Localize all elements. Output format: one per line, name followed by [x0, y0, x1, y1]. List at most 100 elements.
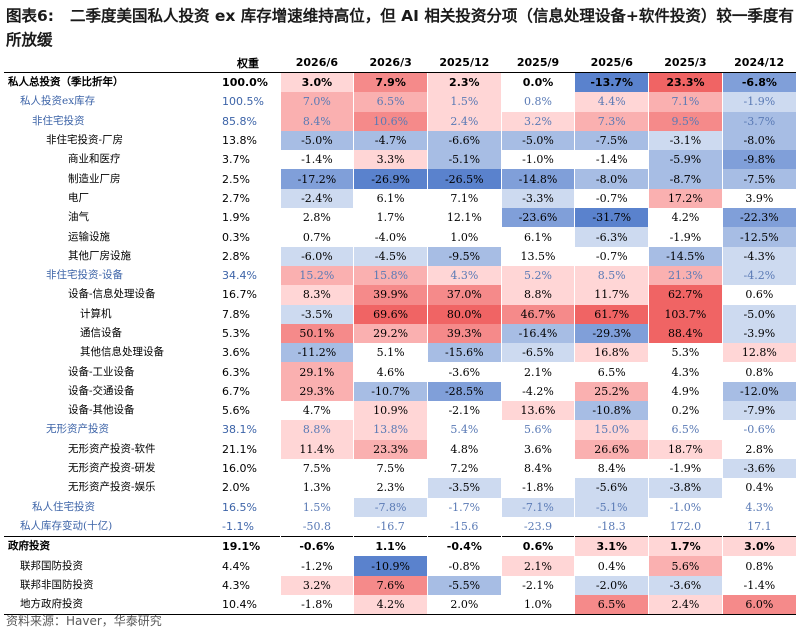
header-2025-12: 2025/12	[427, 53, 502, 73]
value-cell: 1.5%	[426, 92, 502, 112]
table-row: 地方政府投资 10.4% -1.8% 4.2% 2.0% 1.0% 6.5% 2.4% 6.0%	[4, 595, 796, 616]
value-cell: -29.3%	[574, 323, 649, 344]
value-cell: 13.8%	[353, 420, 428, 440]
value-cell: -13.7%	[574, 72, 649, 93]
value-cell: -12.0%	[721, 381, 796, 402]
value-cell: 7.9%	[353, 72, 428, 93]
value-cell: -1.9%	[648, 227, 723, 247]
value-cell: -9.8%	[721, 150, 796, 170]
value-cell: 39.9%	[353, 285, 428, 305]
value-cell: 4.6%	[353, 362, 428, 382]
table-row: 设备-工业设备 6.3% 29.1% 4.6% -3.6% 2.1% 6.5% 4.3% 0.8…	[4, 362, 796, 382]
value-cell: 3.0%	[279, 72, 354, 93]
value-cell: 8.3%	[279, 285, 354, 305]
value-cell: -0.7%	[574, 246, 649, 266]
value-cell: -1.4%	[721, 575, 796, 596]
row-weight: 6.7%	[222, 384, 250, 398]
value-cell: 0.6%	[500, 536, 575, 557]
row-weight: 2.7%	[222, 191, 250, 205]
value-cell: 46.7%	[500, 304, 575, 324]
value-cell: 11.7%	[574, 285, 649, 305]
row-label: 私人投资ex库存	[20, 95, 96, 108]
value-cell: 1.7%	[353, 208, 428, 228]
table-row: 设备-信息处理设备 16.7% 8.3% 39.9% 37.0% 8.8% 11.7% 62.…	[4, 285, 796, 305]
value-cell: 5.6%	[500, 420, 575, 440]
value-cell: 26.6%	[574, 439, 649, 459]
row-weight: 4.3%	[222, 578, 250, 592]
row-label: 私人库存变动(十亿)	[20, 519, 113, 532]
value-cell: -6.6%	[426, 130, 502, 151]
value-cell: -50.8	[279, 516, 354, 537]
value-cell: -2.1%	[500, 575, 575, 596]
value-cell: -5.1%	[574, 497, 649, 517]
value-cell: -9.5%	[426, 246, 502, 266]
value-cell: 5.2%	[500, 265, 575, 286]
value-cell: 6.1%	[353, 188, 428, 209]
value-cell: -10.7%	[353, 381, 428, 402]
value-cell: 4.4%	[574, 92, 649, 112]
value-cell: 6.1%	[500, 227, 575, 247]
value-cell: 62.7%	[648, 285, 723, 305]
row-weight: 10.4%	[216, 595, 281, 616]
value-cell: 61.7%	[574, 304, 649, 324]
value-cell: 17.2%	[648, 188, 723, 209]
value-cell: -11.2%	[279, 343, 354, 363]
value-cell: -5.9%	[648, 150, 723, 170]
value-cell: 2.8%	[721, 439, 796, 459]
investment-growth-table: 权重 2026/6 2026/3 2025/12 2025/9 2025/6 2…	[4, 53, 796, 616]
value-cell: 5.3%	[648, 343, 723, 363]
value-cell: -17.2%	[279, 169, 354, 189]
row-label: 通信设备	[80, 327, 122, 339]
table-row: 运输设施 0.3% 0.7% -4.0% 1.0% 6.1% -6.3% -1.9% -12.5…	[4, 227, 796, 247]
value-cell: -3.6%	[648, 575, 723, 596]
row-label: 联邦国防投资	[20, 559, 83, 572]
table-row: 油气 1.9% 2.8% 1.7% 12.1% -23.6% -31.7% 4.2% -22.3…	[4, 208, 796, 228]
value-cell: 8.4%	[279, 111, 354, 131]
value-cell: -2.0%	[574, 575, 649, 596]
row-label: 电厂	[68, 191, 89, 204]
value-cell: -7.1%	[500, 497, 575, 517]
value-cell: 80.0%	[426, 304, 502, 324]
value-cell: 5.4%	[426, 420, 502, 440]
row-label: 非住宅投资	[32, 114, 85, 127]
table-row: 无形资产投资 38.1% 8.8% 13.8% 5.4% 5.6% 15.0% 6.5% -0.…	[4, 420, 796, 440]
value-cell: -5.6%	[574, 478, 649, 498]
value-cell: -1.7%	[426, 497, 502, 517]
table-row: 私人总投资（季比折年） 100.0% 3.0% 7.9% 2.3% 0.0% -13.7% 2…	[4, 72, 796, 93]
value-cell: 4.3%	[426, 265, 502, 286]
value-cell: 17.1	[721, 516, 796, 537]
value-cell: -15.6%	[426, 343, 502, 363]
value-cell: -1.0%	[500, 150, 575, 170]
table-row: 通信设备 5.3% 50.1% 29.2% 39.3% -16.4% -29.3% 88.4%…	[4, 323, 796, 344]
figure-title-text: 二季度美国私人投资 ex 库存增速维持高位，但 AI 相关投资分项（信息处理设备…	[6, 7, 794, 49]
value-cell: 15.8%	[353, 265, 428, 286]
value-cell: 0.8%	[721, 556, 796, 576]
value-cell: 0.4%	[721, 478, 796, 498]
row-label: 地方政府投资	[4, 595, 217, 616]
value-cell: 6.0%	[721, 595, 796, 616]
value-cell: 3.0%	[721, 536, 796, 557]
table-row: 其他厂房设施 2.8% -6.0% -4.5% -9.5% 13.5% -0.7% -14.5…	[4, 246, 796, 266]
value-cell: 6.5%	[574, 362, 649, 382]
value-cell: 29.1%	[279, 362, 354, 382]
value-cell: 2.0%	[426, 595, 502, 616]
value-cell: -1.0%	[648, 497, 723, 517]
value-cell: 23.3%	[648, 72, 723, 93]
row-label: 非住宅投资-设备	[46, 269, 124, 282]
header-2025-9: 2025/9	[501, 53, 575, 73]
row-label: 政府投资	[4, 536, 217, 557]
value-cell: 8.8%	[279, 420, 354, 440]
value-cell: 6.5%	[574, 595, 649, 616]
value-cell: 7.5%	[279, 458, 354, 479]
value-cell: 3.1%	[574, 536, 649, 557]
row-weight: 7.8%	[222, 307, 250, 321]
table-row: 设备-其他设备 5.6% 4.7% 10.9% -2.1% 13.6% -10.8% 0.2%…	[4, 401, 796, 421]
header-weight: 权重	[216, 53, 281, 73]
value-cell: 39.3%	[426, 323, 502, 344]
row-weight: 2.8%	[222, 249, 250, 263]
value-cell: -7.9%	[721, 401, 796, 421]
value-cell: 2.1%	[500, 362, 575, 382]
row-weight: 100.5%	[222, 95, 264, 109]
table-row: 无形资产投资-软件 21.1% 11.4% 23.3% 4.8% 3.6% 26.6% 18.…	[4, 439, 796, 459]
value-cell: 10.9%	[353, 401, 428, 421]
